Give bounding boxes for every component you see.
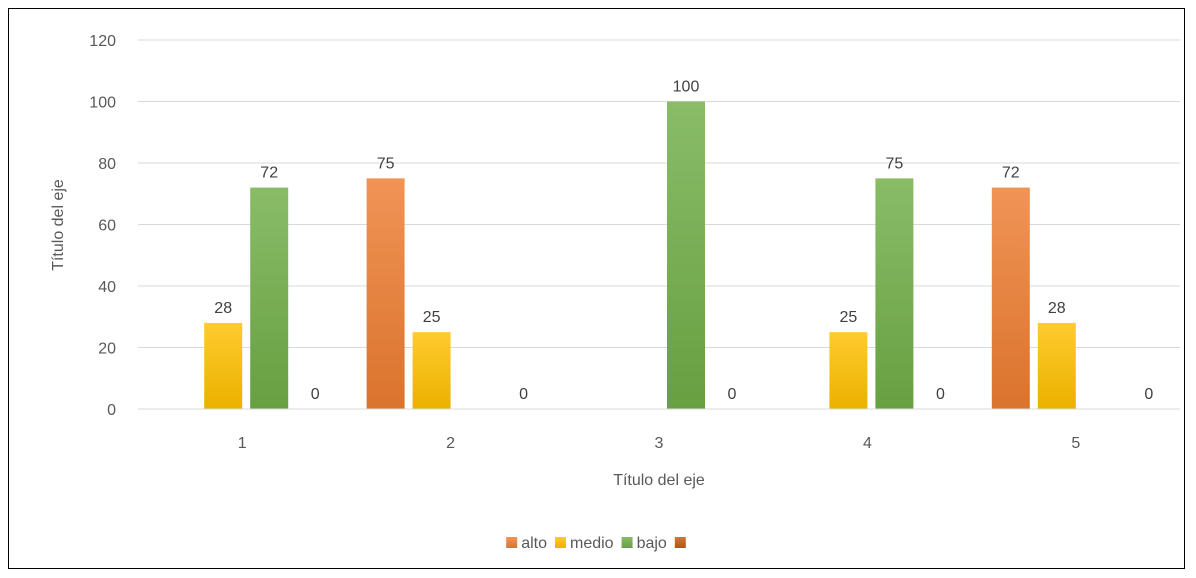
y-tick-label: 60 <box>98 218 116 235</box>
data-label: 25 <box>423 309 441 326</box>
bar-medio-5 <box>1037 322 1076 409</box>
bar-alto-2 <box>366 178 405 409</box>
data-label: 75 <box>377 155 395 172</box>
legend-label-alto: alto <box>521 535 547 552</box>
data-label: 72 <box>260 165 278 182</box>
legend-label-bajo: bajo <box>637 535 667 552</box>
data-label: 28 <box>1048 300 1066 317</box>
y-tick-label: 120 <box>89 33 116 50</box>
data-label: 0 <box>936 386 945 403</box>
data-labels: 28 72 0 75 25 0 100 0 25 75 0 72 28 0 <box>214 79 1153 404</box>
data-label: 72 <box>1002 165 1020 182</box>
bars <box>204 101 1076 409</box>
bar-medio-4 <box>829 332 868 409</box>
x-tick-label: 3 <box>655 435 664 452</box>
x-tick-label: 5 <box>1071 435 1080 452</box>
data-label: 0 <box>728 386 737 403</box>
y-tick-label: 0 <box>107 402 116 419</box>
x-tick-label: 2 <box>446 435 455 452</box>
y-axis-title: Título del eje <box>50 179 67 271</box>
data-label: 0 <box>311 386 320 403</box>
y-tick-label: 40 <box>98 279 116 296</box>
legend-label-medio: medio <box>570 535 614 552</box>
legend-swatch-medio <box>554 537 566 548</box>
data-label: 28 <box>214 300 232 317</box>
bar-alto-5 <box>991 187 1030 409</box>
bar-bajo-1 <box>250 187 289 409</box>
legend-swatch-series-4 <box>674 537 686 548</box>
bar-bajo-3 <box>667 101 705 409</box>
legend-swatch-alto <box>506 537 518 548</box>
data-label: 0 <box>1144 386 1153 403</box>
x-tick-label: 1 <box>238 435 247 452</box>
x-axis-title: Título del eje <box>613 472 705 489</box>
x-tick-label: 4 <box>863 435 872 452</box>
data-label: 100 <box>673 79 700 96</box>
bar-medio-1 <box>204 322 243 409</box>
data-label: 0 <box>519 386 528 403</box>
y-tick-label: 80 <box>98 156 116 173</box>
y-tick-label: 100 <box>89 95 116 112</box>
bar-bajo-4 <box>875 178 914 409</box>
bar-medio-2 <box>412 332 451 409</box>
data-label: 75 <box>886 155 904 172</box>
y-tick-label: 20 <box>98 341 116 358</box>
x-tick-labels: 1 2 3 4 5 <box>238 435 1081 452</box>
data-label: 25 <box>840 309 858 326</box>
legend: alto medio bajo <box>506 535 686 552</box>
y-tick-labels: 0 20 40 60 80 100 120 <box>89 33 116 419</box>
legend-swatch-bajo <box>621 537 633 548</box>
